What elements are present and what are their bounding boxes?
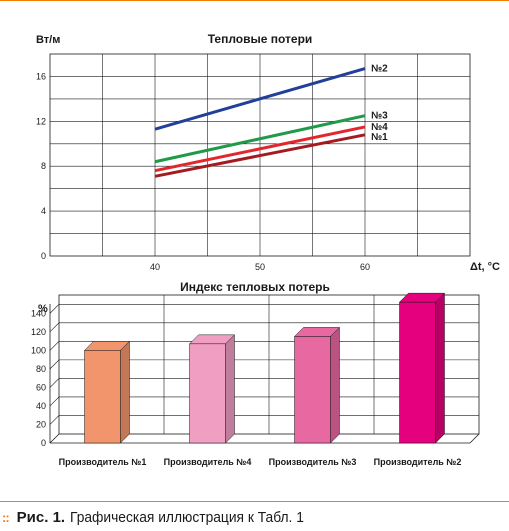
bar [83,340,131,444]
series-line [154,125,366,173]
series-label: №1 [371,132,388,143]
y-tick-label: 16 [36,71,46,81]
y-tick-label: 12 [36,116,46,126]
y-tick-label: 0 [41,251,46,261]
bar-y-tick-label: 100 [31,345,46,355]
x-tick-label: 50 [255,262,265,272]
bar-y-tick-label: 0 [41,438,46,448]
caption-dots-icon: :: [2,509,10,525]
x-axis-label: Δt, °C [470,261,500,273]
category-labels: Производитель №1 Производитель №4 Производ… [59,457,462,467]
series-line [154,67,366,131]
bar-side [330,326,340,444]
y-tick-label: 8 [41,161,46,171]
y-tick-label: 4 [41,206,46,216]
bar-chart-title: Индекс тепловых потерь [180,280,330,294]
bar-front [84,350,121,444]
bar-front [189,343,226,444]
bar-side [225,334,235,444]
floor-edge [469,433,480,444]
bar-front [399,301,436,444]
bar-y-tick-label: 60 [36,382,46,392]
bars [83,292,446,444]
bar-side [120,340,130,444]
category-label: Производитель №4 [164,457,252,467]
bar [188,334,236,444]
caption-divider [0,501,509,502]
bar-front [294,336,331,444]
bar-y-tick-label: 140 [31,308,46,318]
y-axis-label: Вт/м [36,34,60,46]
bar-y-tick-label: 80 [36,364,46,374]
figure-caption: :: Рис. 1. Графическая иллюстрация к Таб… [2,506,324,528]
line-chart-grid [49,53,471,257]
series-label: №4 [371,122,388,133]
bar [398,292,446,444]
bar-y-tick-label: 120 [31,327,46,337]
series-line [154,114,366,164]
x-tick-label: 40 [150,262,160,272]
line-chart-title: Тепловые потери [208,32,313,46]
series-line [154,133,366,178]
bar-y-tick-label: 40 [36,401,46,411]
caption-text: Графическая иллюстрация к Табл. 1 [70,508,304,526]
top-border [0,0,509,1]
category-label: Производитель №3 [269,457,357,467]
series-label: №3 [371,111,388,122]
bar-y-axis-label: % [38,303,48,315]
line-chart: Тепловые потери Вт/м 0 4 8 12 16 40 50 60 №2 №3… [36,32,500,273]
h-gridline [49,303,479,314]
bar-y-tick-labels: 0 20 40 60 80 100 120 140 [31,308,46,448]
category-label: Производитель №1 [59,457,147,467]
caption-label: Рис. 1. [16,508,66,526]
bar-side [435,292,445,444]
x-tick-labels: 40 50 60 [150,262,370,272]
bar-chart: Индекс тепловых потерь % 0 20 40 60 80 100 120… [31,280,480,467]
series-label: №2 [371,64,388,75]
h-gridline [49,322,479,333]
x-tick-label: 60 [360,262,370,272]
y-tick-labels: 0 4 8 12 16 [36,71,46,261]
floor-edge [49,433,60,444]
figure: Тепловые потери Вт/м 0 4 8 12 16 40 50 60 №2 №3… [31,32,500,467]
category-label: Производитель №2 [374,457,462,467]
bar-y-tick-label: 20 [36,419,46,429]
bar [293,326,341,444]
